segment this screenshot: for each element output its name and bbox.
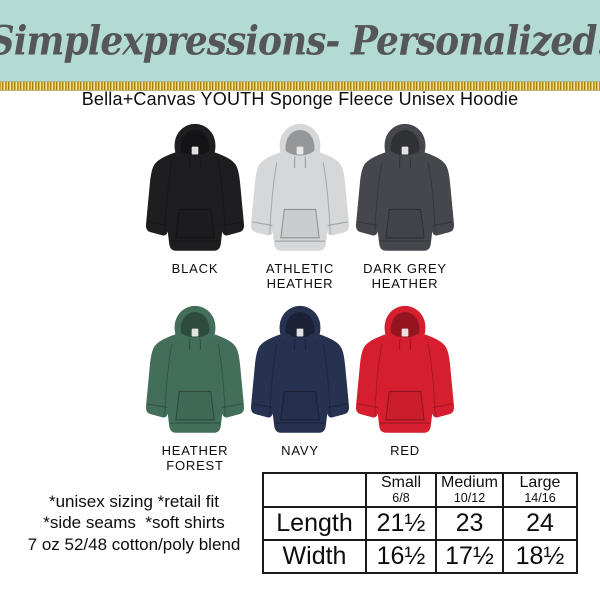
details-text: *unisex sizing *retail fit *side seams *… [5,491,263,555]
row-label-length: Length [262,506,367,541]
row-label-width: Width [262,539,367,574]
product-grid-row-1: BLACK ATHLETIC HEATHER DARK GREY HEATHER [0,118,600,292]
details-line-1: *unisex sizing *retail fit [48,492,220,511]
width-large: 18½ [502,539,578,574]
size-range: 6/8 [392,491,410,506]
size-chart-width-row: Width 16½ 17½ 18½ [262,539,578,574]
size-range: 10/12 [453,491,486,506]
details-line-2: *side seams *soft shirts [43,513,225,533]
product-swatch-black: BLACK [143,118,248,292]
hoodie-graphic [145,123,245,252]
size-chart-col-small: Small 6/8 [365,472,437,508]
color-label: DARK GREY HEATHER [363,261,447,292]
product-title: Bella+Canvas YOUTH Sponge Fleece Unisex … [81,89,519,109]
size-name: Medium [441,474,498,492]
hoodie-graphic [355,305,455,434]
size-name: Small [380,474,421,492]
size-range: 14/16 [524,491,556,506]
product-swatch-heather-forest: HEATHER FOREST [143,300,248,474]
header-banner: Simplexpressions- Personalized! [0,0,600,82]
product-swatch-athletic-heather: ATHLETIC HEATHER [248,118,353,292]
length-medium: 23 [435,506,504,541]
glitter-divider [0,82,600,90]
color-label: BLACK [171,261,219,276]
product-swatch-dark-grey-heather: DARK GREY HEATHER [353,118,458,292]
color-label: NAVY [281,443,319,458]
details-line-3: 7 oz 52/48 cotton/poly blend [27,534,241,554]
product-grid-row-2: HEATHER FOREST NAVY RED [0,300,600,474]
width-small: 16½ [365,539,437,574]
color-label: HEATHER FOREST [161,443,229,474]
width-medium: 17½ [435,539,504,574]
brand-script-text: Simplexpressions- Personalized! [0,17,600,65]
hoodie-graphic [355,123,455,252]
hoodie-graphic [250,305,350,434]
hoodie-graphic [145,305,245,434]
size-chart-corner-cell [262,472,367,508]
size-chart-table: Small 6/8 Medium 10/12 Large 14/16 Lengt… [262,472,578,574]
color-label: ATHLETIC HEATHER [265,261,335,292]
product-swatch-red: RED [353,300,458,474]
size-chart-length-row: Length 21½ 23 24 [262,506,578,541]
size-name: Large [519,474,561,492]
product-swatch-navy: NAVY [248,300,353,474]
size-chart-header-row: Small 6/8 Medium 10/12 Large 14/16 [262,472,578,508]
hoodie-graphic [250,123,350,252]
size-chart-col-medium: Medium 10/12 [435,472,504,508]
color-label: RED [390,443,420,458]
length-large: 24 [502,506,578,541]
length-small: 21½ [365,506,437,541]
size-chart-col-large: Large 14/16 [502,472,578,508]
